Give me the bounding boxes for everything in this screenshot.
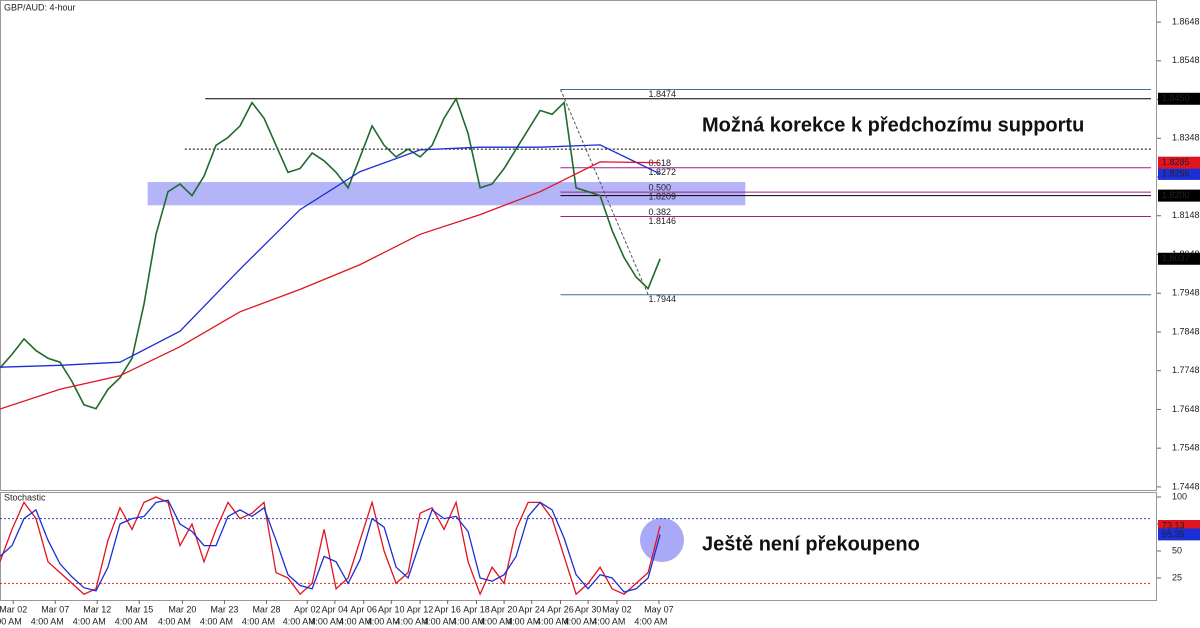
price-tag-label: 1.8200: [1162, 190, 1190, 200]
series-line: [0, 161, 661, 410]
x-tick-time: 4:00 AM: [396, 616, 429, 626]
x-tick-label: May 02: [602, 604, 632, 614]
x-tick-label: Apr 10: [378, 604, 405, 614]
x-tick-time: 4:00 AM: [310, 616, 343, 626]
fib-ratio: 0.500: [648, 183, 671, 193]
x-tick-label: Mar 07: [41, 604, 69, 614]
fib-price: 1.8146: [648, 216, 676, 226]
x-tick-label: Apr 04: [322, 604, 349, 614]
price-tag-label: 1.8285: [1162, 157, 1190, 167]
x-tick-time: 4:00 AM: [31, 616, 64, 626]
x-tick-label: Mar 20: [168, 604, 196, 614]
x-tick-label: Apr 18: [463, 604, 490, 614]
x-tick-label: Apr 12: [407, 604, 434, 614]
x-tick-label: Mar 02: [0, 604, 27, 614]
x-tick-time: 4:00 AM: [592, 616, 625, 626]
x-tick-label: Mar 15: [125, 604, 153, 614]
price-tag-label: 65.35: [1162, 529, 1185, 539]
x-tick-time: 4:00 AM: [115, 616, 148, 626]
y-tick-label: 1.7948: [1172, 288, 1200, 298]
stoch-pane: [0, 492, 1157, 601]
pane-title: Stochastic: [4, 492, 46, 502]
x-tick-time: 4:00 AM: [536, 616, 569, 626]
y-tick-label: 1.8148: [1172, 210, 1200, 220]
x-tick-label: Apr 06: [350, 604, 377, 614]
price-tag-label: 1.8256: [1162, 168, 1190, 178]
fib-label: 1.7944: [648, 294, 676, 304]
x-tick-time: 4:00 AM: [423, 616, 456, 626]
x-tick-label: Mar 12: [83, 604, 111, 614]
fib-price: 1.8272: [648, 167, 676, 177]
main-pane: [0, 0, 1157, 491]
y-tick-label: 1.8648: [1172, 16, 1200, 26]
fib-label: 1.8474: [648, 89, 676, 99]
y-tick-label: 1.8548: [1172, 55, 1200, 65]
price-tag: [1158, 528, 1200, 541]
fib-ratio: 0.382: [648, 207, 671, 217]
price-tag: [1158, 189, 1200, 202]
price-tag-label: 73.13: [1162, 520, 1185, 530]
x-tick-time: 4:00 AM: [242, 616, 275, 626]
x-tick-time: 4:00 AM: [0, 616, 22, 626]
y-tick-label: 1.7448: [1172, 481, 1200, 491]
series-line: [0, 496, 661, 596]
series-line: [0, 144, 661, 368]
price-tag-label: 1.8450: [1162, 93, 1190, 103]
y-tick-label: 1.7648: [1172, 404, 1200, 414]
x-tick-time: 4:00 AM: [634, 616, 667, 626]
x-tick-label: Apr 16: [434, 604, 461, 614]
price-tag: [1158, 92, 1200, 105]
x-tick-time: 4:00 AM: [73, 616, 106, 626]
highlight-circle: [640, 518, 684, 562]
x-tick-time: 4:00 AM: [339, 616, 372, 626]
x-tick-label: Mar 28: [252, 604, 280, 614]
x-tick-time: 4:00 AM: [200, 616, 233, 626]
x-tick-label: Mar 23: [210, 604, 238, 614]
x-tick-label: Apr 26: [547, 604, 574, 614]
price-tag-label: 1.8037: [1162, 253, 1190, 263]
y-tick-label: 25: [1172, 572, 1182, 582]
x-tick-label: Apr 24: [518, 604, 545, 614]
y-tick-label: 1.7848: [1172, 326, 1200, 336]
price-tag: [1158, 167, 1200, 180]
x-tick-label: Apr 02: [294, 604, 321, 614]
chart-title: GBP/AUD: 4-hour: [4, 2, 76, 12]
x-tick-time: 4:00 AM: [367, 616, 400, 626]
series-line: [0, 499, 661, 593]
annotation: Možná korekce k předchozímu supportu: [702, 114, 1084, 136]
price-tag: [1158, 252, 1200, 265]
x-tick-time: 4:00 AM: [158, 616, 191, 626]
y-tick-label: 1.7548: [1172, 443, 1200, 453]
price-tag: [1158, 156, 1200, 169]
y-tick-label: 100: [1172, 491, 1187, 501]
x-tick-time: 4:00 AM: [564, 616, 597, 626]
y-tick-label: 50: [1172, 545, 1182, 555]
x-tick-time: 4:00 AM: [507, 616, 540, 626]
x-tick-time: 4:00 AM: [283, 616, 316, 626]
y-tick-label: 1.8348: [1172, 133, 1200, 143]
zone: [147, 182, 746, 206]
x-tick-label: Apr 20: [491, 604, 518, 614]
x-tick-time: 4:00 AM: [480, 616, 513, 626]
x-tick-label: Apr 30: [575, 604, 602, 614]
y-tick-label: 1.7748: [1172, 365, 1200, 375]
x-tick-label: May 07: [644, 604, 674, 614]
series-line: [0, 96, 661, 410]
fib-price: 1.8209: [648, 192, 676, 202]
annotation: Ještě není překoupeno: [702, 533, 920, 555]
x-tick-time: 4:00 AM: [452, 616, 485, 626]
